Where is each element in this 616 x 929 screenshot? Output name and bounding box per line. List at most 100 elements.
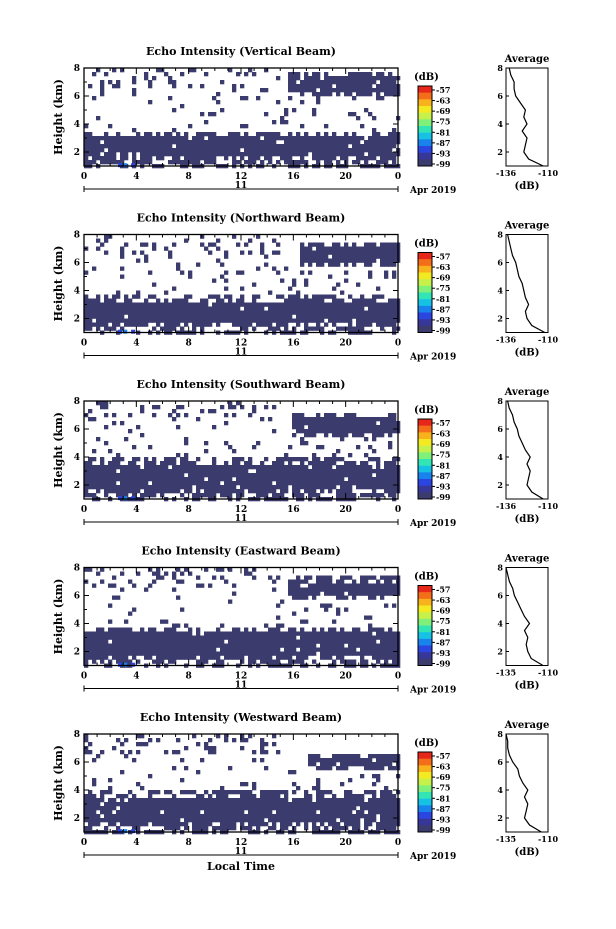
echo-cell — [384, 274, 389, 279]
echo-cell — [228, 445, 233, 450]
echo-cell — [292, 587, 297, 592]
echo-cell — [88, 298, 93, 303]
echo-cell — [140, 405, 145, 410]
echo-cell — [84, 814, 89, 819]
echo-cell — [104, 469, 109, 474]
echo-cell — [288, 80, 293, 85]
echo-cell — [132, 136, 137, 141]
echo-cell — [332, 818, 337, 823]
echo-cell — [336, 802, 341, 807]
echo-cell — [216, 477, 221, 482]
echo-cell — [364, 437, 369, 442]
echo-cell — [308, 302, 313, 307]
echo-cell — [324, 258, 329, 263]
colorbar-segment — [418, 279, 432, 287]
echo-cell — [336, 493, 341, 498]
profile-y-tick-label: 2 — [497, 813, 503, 823]
echo-cell — [260, 790, 265, 795]
echo-cell — [204, 140, 209, 145]
echo-cell — [372, 254, 377, 259]
echo-cell — [184, 441, 189, 446]
echo-cell — [392, 302, 397, 307]
echo-cell — [300, 493, 305, 498]
echo-cell — [216, 314, 221, 319]
echo-cell — [328, 250, 333, 255]
echo-cell — [136, 148, 141, 153]
echo-cell — [172, 298, 177, 303]
echo-cell — [204, 659, 209, 664]
echo-cell — [96, 754, 101, 759]
profile-y-tick-label: 8 — [497, 396, 503, 406]
echo-cell — [240, 294, 245, 299]
echo-cell — [360, 774, 365, 779]
echo-cell — [360, 306, 365, 311]
echo-cell — [228, 473, 233, 478]
echo-cell — [120, 152, 125, 157]
echo-cell — [304, 76, 309, 81]
echo-cell — [336, 591, 341, 596]
echo-cell — [344, 246, 349, 251]
echo-cell — [328, 790, 333, 795]
echo-cell — [112, 631, 117, 636]
echo-cell — [200, 826, 205, 831]
echo-cell — [304, 306, 309, 311]
echo-cell — [388, 254, 393, 259]
echo-cell — [344, 473, 349, 478]
echo-cell — [312, 453, 317, 458]
echo-cell — [220, 469, 225, 474]
echo-cell — [372, 128, 377, 133]
echo-cell — [348, 112, 353, 117]
echo-cell — [104, 465, 109, 470]
echo-cell — [260, 489, 265, 494]
echo-cell — [172, 587, 177, 592]
echo-cell — [384, 270, 389, 275]
echo-cell — [304, 80, 309, 85]
echo-cell — [180, 160, 185, 165]
echo-cell — [320, 136, 325, 141]
echo-cell — [252, 306, 257, 311]
echo-cell — [224, 493, 229, 498]
echo-cell — [208, 148, 213, 153]
echo-cell — [184, 481, 189, 486]
echo-cell — [120, 647, 125, 652]
echo-cell — [172, 80, 177, 85]
echo-cell — [140, 643, 145, 648]
echo-cell — [388, 76, 393, 81]
echo-cell — [324, 762, 329, 767]
echo-cell — [236, 144, 241, 149]
echo-cell — [184, 160, 189, 165]
echo-cell — [388, 489, 393, 494]
echo-cell — [140, 822, 145, 827]
echo-cell — [388, 429, 393, 434]
echo-cell — [356, 794, 361, 799]
echo-cell — [332, 802, 337, 807]
echo-cell — [148, 473, 153, 478]
echo-cell — [284, 457, 289, 462]
echo-cell — [360, 798, 365, 803]
echo-cell — [252, 294, 257, 299]
echo-cell — [124, 481, 129, 486]
x-tick-label: 16 — [287, 172, 300, 182]
echo-cell — [364, 822, 369, 827]
echo-cell — [108, 144, 113, 149]
echo-cell — [192, 802, 197, 807]
echo-cell — [116, 595, 121, 600]
echo-cell — [352, 647, 357, 652]
echo-cell — [124, 473, 129, 478]
echo-cell — [204, 806, 209, 811]
echo-cell — [148, 152, 153, 157]
echo-cell — [384, 651, 389, 656]
echo-cell — [280, 120, 285, 125]
echo-cell — [352, 754, 357, 759]
echo-cell — [96, 326, 101, 331]
echo-cell — [112, 457, 117, 462]
echo-cell — [164, 461, 169, 466]
echo-cell — [324, 473, 329, 478]
colorbar-tick-label: -57 — [436, 252, 450, 262]
echo-cell — [392, 659, 397, 664]
echo-cell — [280, 655, 285, 660]
echo-cell — [216, 322, 221, 327]
echo-cell — [144, 160, 149, 165]
echo-cell — [344, 575, 349, 580]
echo-cell — [332, 258, 337, 263]
